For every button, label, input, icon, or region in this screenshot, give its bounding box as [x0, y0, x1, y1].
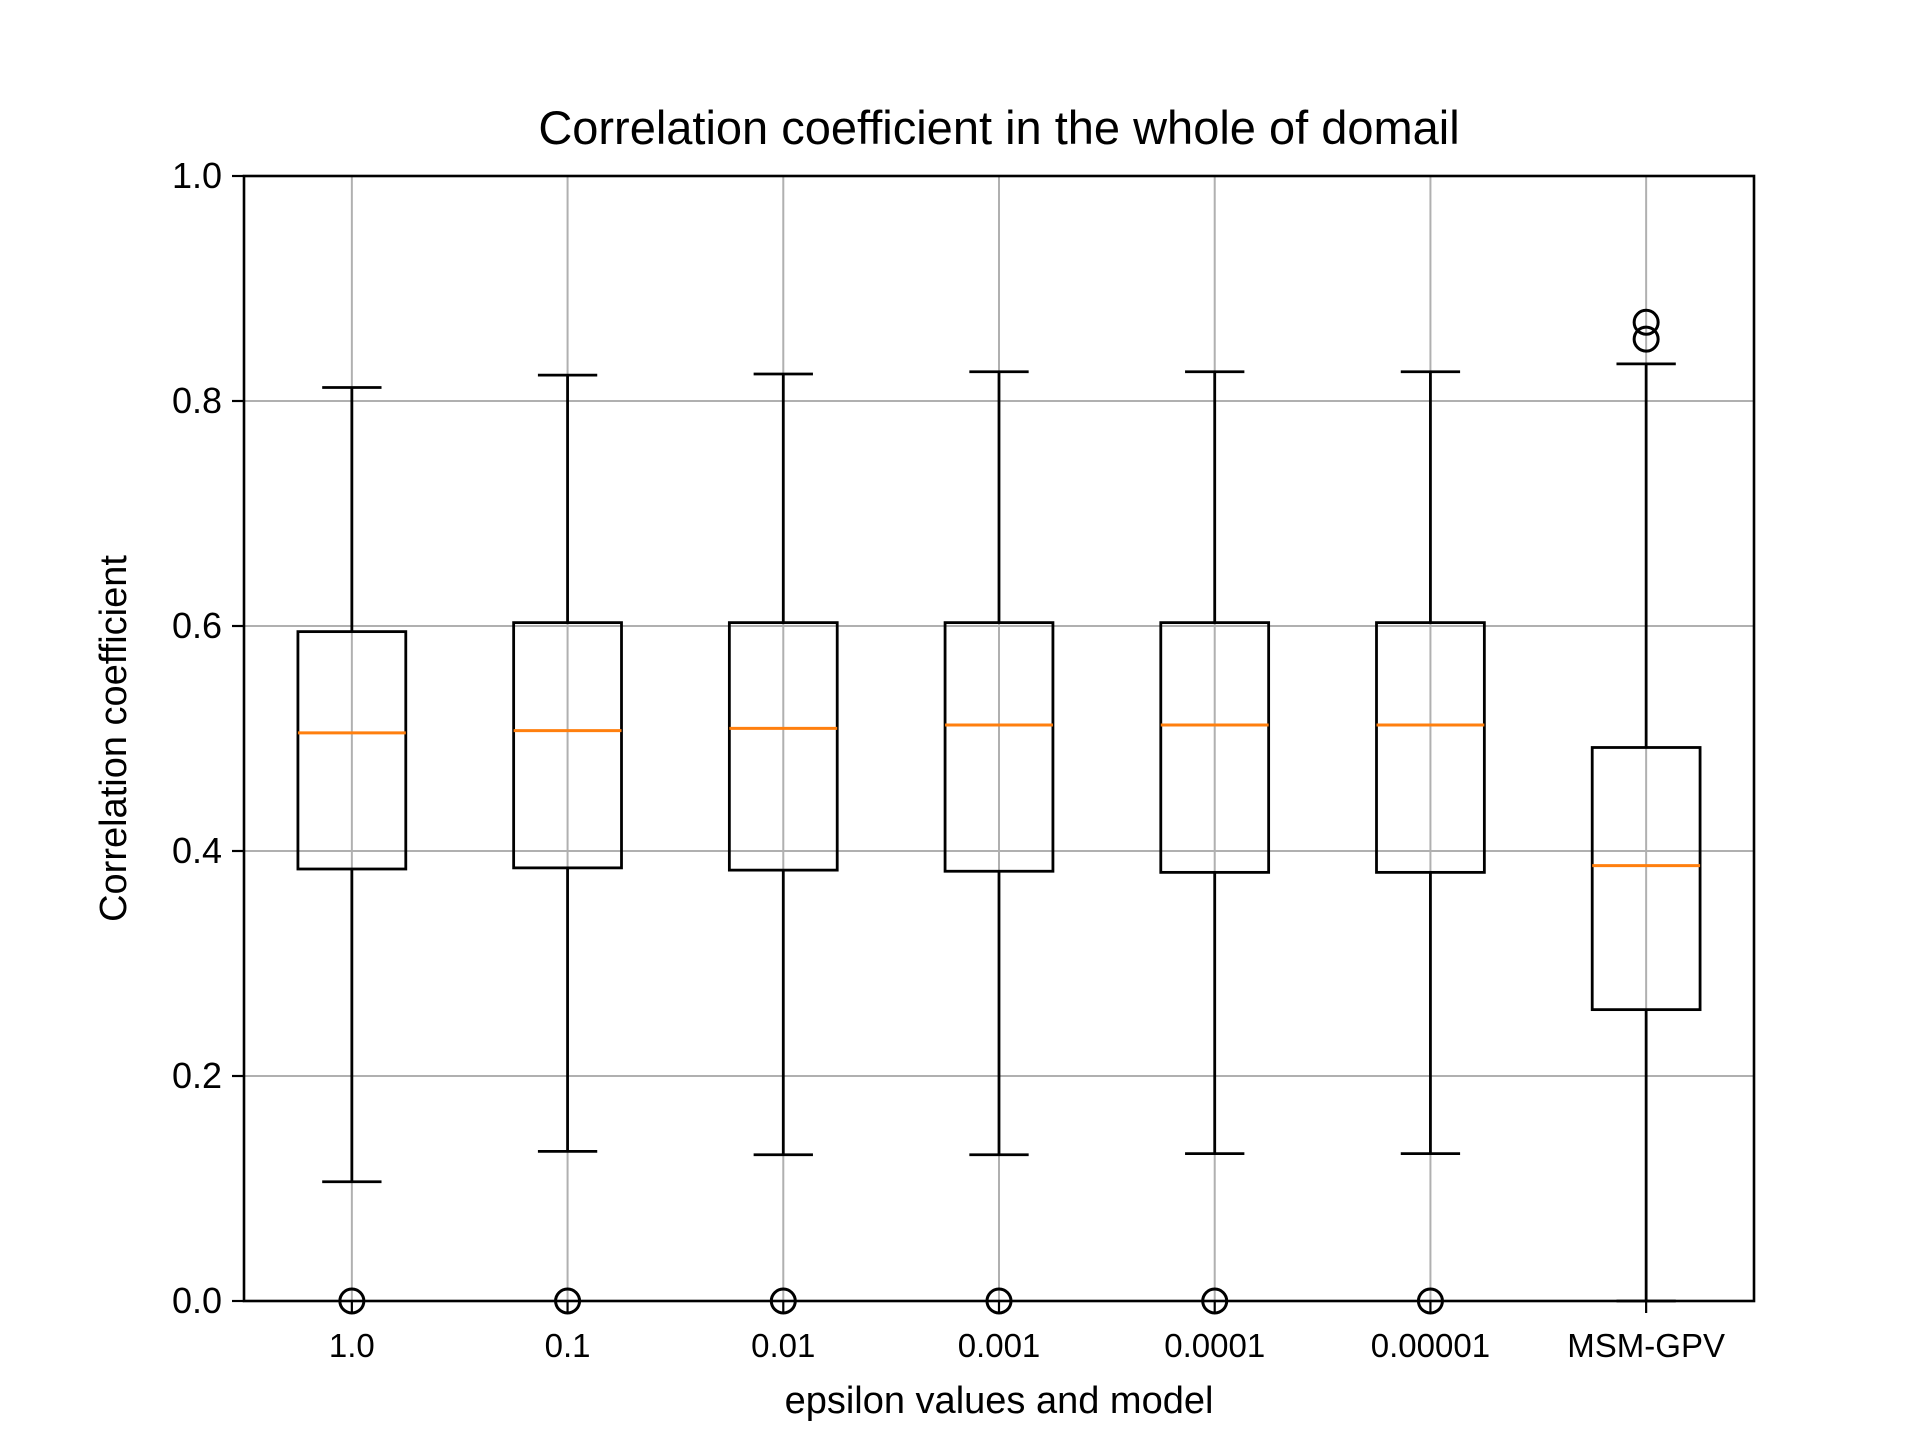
box-group: [727, 372, 839, 1315]
y-tick-label: 0.0: [172, 1280, 222, 1321]
y-axis-label: Correlation coefficient: [93, 555, 135, 922]
boxes-layer: [296, 308, 1702, 1315]
box-iqr: [727, 621, 839, 872]
y-tick-label: 0.2: [172, 1055, 222, 1096]
ticks-layer: 0.0 0.2 0.4 0.6 0.8 1.0 1.0 0.1 0.01 0.001 0.0001 0…: [172, 155, 1725, 1364]
y-tick-label: 0.4: [172, 830, 222, 871]
x-tick-label: MSM-GPV: [1567, 1327, 1725, 1364]
x-tick-label: 0.00001: [1371, 1327, 1490, 1364]
box-group: [1375, 370, 1486, 1315]
box-group: [296, 386, 408, 1315]
box-group: [512, 373, 623, 1315]
box-iqr: [296, 630, 408, 871]
box-iqr: [1590, 746, 1702, 1012]
x-tick-label: 0.1: [545, 1327, 591, 1364]
outlier-point: [1632, 325, 1660, 353]
box-group: [1590, 308, 1702, 1303]
x-axis-label: epsilon values and model: [785, 1380, 1214, 1422]
y-tick-label: 0.8: [172, 380, 222, 421]
y-tick-label: 1.0: [172, 155, 222, 196]
outlier-point: [1632, 308, 1660, 336]
box-iqr: [1375, 621, 1486, 874]
x-tick-label: 0.01: [751, 1327, 815, 1364]
chart-title: Correlation coefficient in the whole of …: [538, 101, 1459, 154]
x-tick-label: 1.0: [329, 1327, 375, 1364]
y-tick-label: 0.6: [172, 605, 222, 646]
x-tick-label: 0.001: [958, 1327, 1041, 1364]
x-tick-label: 0.0001: [1164, 1327, 1265, 1364]
box-iqr: [512, 621, 623, 870]
box-group: [943, 370, 1055, 1315]
box-iqr: [943, 621, 1055, 873]
box-iqr: [1159, 621, 1271, 874]
